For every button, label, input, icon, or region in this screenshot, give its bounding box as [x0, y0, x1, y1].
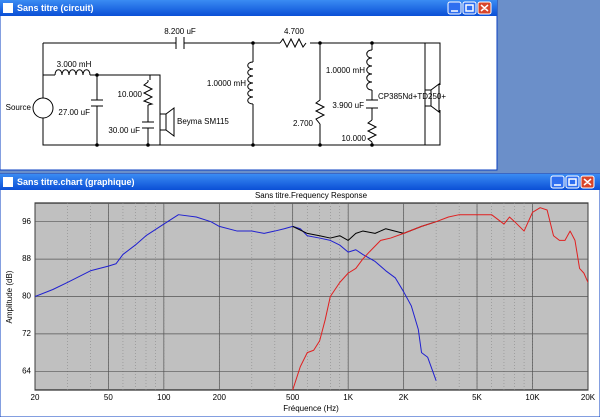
x-tick-label: 2K — [399, 393, 409, 402]
y-axis-label: Amplitude (dB) — [5, 270, 14, 323]
component-label: 1.0000 mH — [207, 79, 246, 88]
component-label: 4.700 — [284, 27, 305, 36]
series-group — [35, 207, 588, 390]
source — [32, 97, 54, 119]
speaker — [159, 107, 175, 137]
component-label: 2.700 — [293, 119, 314, 128]
title-bar: Sans titre.chart (graphique) — [0, 174, 600, 190]
title-bar-bg — [0, 174, 600, 190]
resistor — [279, 37, 307, 49]
inductor — [366, 49, 373, 91]
capacitor — [142, 115, 154, 140]
minimize-button[interactable] — [447, 1, 462, 15]
capacitor — [91, 99, 103, 107]
schematic: 8.200 uF 4.700 3.000 mH 27.00 uF 10.000 … — [6, 27, 446, 147]
x-tick-label: 200 — [213, 393, 227, 402]
window-icon — [3, 177, 13, 187]
button-glyphs — [554, 178, 592, 186]
component-label: 27.00 uF — [58, 108, 90, 117]
circuit-window: Sans titre (circuit) 8.200 u — [0, 0, 498, 171]
component-label: 1.0000 mH — [326, 66, 365, 75]
component-label: Beyma SM115 — [177, 117, 229, 126]
resistor — [314, 99, 326, 125]
x-tick-label: 20K — [581, 393, 596, 402]
response-line — [35, 214, 437, 381]
inductor — [54, 69, 91, 76]
response-line — [292, 207, 588, 390]
title-bar: Sans titre (circuit) — [0, 0, 497, 16]
x-tick-label: 20 — [31, 393, 40, 402]
resistor — [366, 119, 378, 143]
junctions — [95, 41, 374, 147]
y-tick-label: 80 — [22, 292, 31, 301]
maximize-button[interactable] — [462, 1, 477, 15]
window-icon — [3, 3, 13, 13]
resistor — [142, 81, 154, 106]
x-tick-label: 500 — [286, 393, 300, 402]
component-label: 10.000 — [118, 90, 143, 99]
minimize-button[interactable] — [550, 175, 565, 189]
inductor — [247, 61, 254, 105]
window-title: Sans titre (circuit) — [17, 3, 94, 13]
component-label: Source — [6, 103, 32, 112]
capacitor — [175, 37, 185, 49]
y-tick-label: 88 — [22, 254, 31, 263]
x-axis-label: Fréquence (Hz) — [283, 404, 339, 413]
component-label: 10.000 — [342, 134, 367, 143]
component-label: CP385Nd+TD250+ — [378, 92, 446, 101]
component-label: 8.200 uF — [164, 27, 196, 36]
capacitor — [366, 99, 378, 109]
x-tick-label: 100 — [157, 393, 171, 402]
x-tick-label: 10K — [525, 393, 540, 402]
button-glyphs — [451, 4, 489, 12]
y-tick-label: 72 — [22, 329, 31, 338]
component-label: 3.900 uF — [332, 101, 364, 110]
maximize-button[interactable] — [565, 175, 580, 189]
speaker — [424, 83, 440, 113]
component-label: 3.000 mH — [57, 60, 92, 69]
y-tick-label: 96 — [22, 217, 31, 226]
chart-window: Sans titre.chart (graphique) Sans titre.… — [0, 173, 600, 417]
title-bar-bg — [0, 0, 497, 16]
chart-title: Sans titre.Frequency Response — [255, 191, 368, 200]
x-tick-label: 1K — [343, 393, 353, 402]
y-tick-label: 64 — [22, 366, 31, 375]
x-tick-label: 50 — [104, 393, 113, 402]
x-tick-label: 5K — [472, 393, 482, 402]
window-title: Sans titre.chart (graphique) — [17, 177, 135, 187]
plot: 64 72 80 88 96 20 50 100 200 500 1K 2K 5K 10K 20K — [22, 203, 596, 402]
component-label: 30.00 uF — [108, 126, 140, 135]
